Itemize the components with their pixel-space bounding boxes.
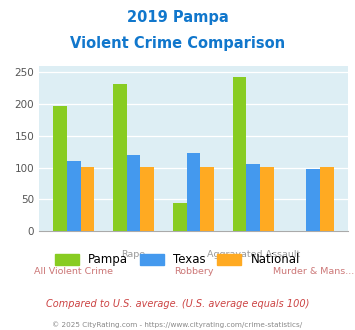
Bar: [200, 167, 214, 231]
Text: Rape: Rape: [121, 250, 146, 259]
Text: Compared to U.S. average. (U.S. average equals 100): Compared to U.S. average. (U.S. average …: [46, 299, 309, 309]
Bar: [320, 167, 334, 231]
Bar: [187, 153, 200, 231]
Bar: [306, 169, 320, 231]
Bar: [233, 78, 246, 231]
Text: 2019 Pampa: 2019 Pampa: [127, 10, 228, 25]
Legend: Pampa, Texas, National: Pampa, Texas, National: [55, 253, 300, 266]
Bar: [260, 167, 274, 231]
Bar: [246, 164, 260, 231]
Bar: [113, 84, 127, 231]
Bar: [173, 203, 187, 231]
Text: All Violent Crime: All Violent Crime: [34, 267, 113, 276]
Text: © 2025 CityRating.com - https://www.cityrating.com/crime-statistics/: © 2025 CityRating.com - https://www.city…: [53, 322, 302, 328]
Bar: [127, 155, 141, 231]
Text: Aggravated Assault: Aggravated Assault: [207, 250, 300, 259]
Bar: [81, 167, 94, 231]
Text: Robbery: Robbery: [174, 267, 213, 276]
Bar: [141, 167, 154, 231]
Bar: [67, 161, 81, 231]
Text: Murder & Mans...: Murder & Mans...: [273, 267, 354, 276]
Text: Violent Crime Comparison: Violent Crime Comparison: [70, 36, 285, 51]
Bar: [53, 106, 67, 231]
